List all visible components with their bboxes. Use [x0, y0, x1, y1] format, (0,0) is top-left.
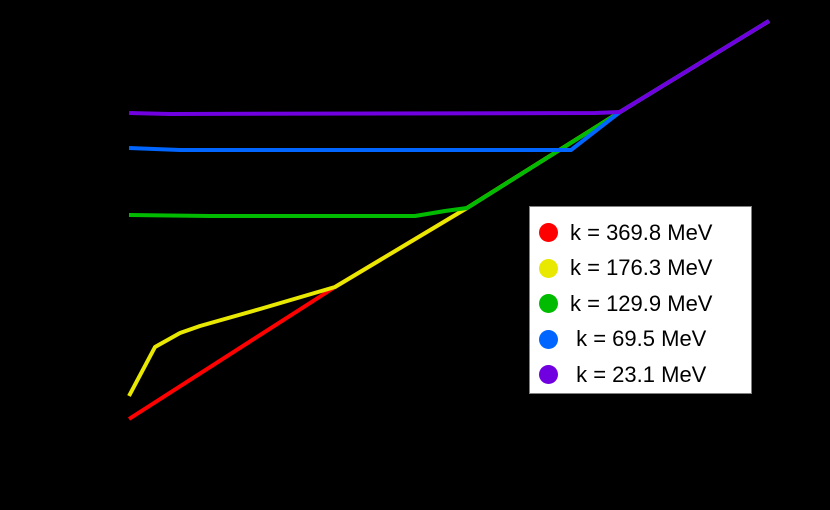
- legend-marker-icon: [539, 329, 558, 349]
- legend-item-k-176-3: k = 176.3 MeV: [539, 251, 751, 287]
- legend-marker-icon: [539, 258, 558, 278]
- series-line-3: [128, 19, 771, 152]
- legend-item-k-23-1: k = 23.1 MeV: [539, 357, 751, 393]
- legend-item-k-369-8: k = 369.8 MeV: [539, 215, 751, 251]
- legend-item-k-69-5: k = 69.5 MeV: [539, 322, 751, 358]
- series-line-2: [128, 19, 771, 218]
- legend-marker-icon: [539, 365, 558, 385]
- legend-item-k-129-9: k = 129.9 MeV: [539, 286, 751, 322]
- series-line-4: [128, 19, 771, 116]
- series-lines: [127, 19, 771, 421]
- legend-label: k = 129.9 MeV: [570, 290, 713, 316]
- legend-label: k = 69.5 MeV: [570, 326, 707, 352]
- legend-marker-icon: [539, 223, 558, 243]
- legend-label: k = 369.8 MeV: [570, 219, 713, 245]
- legend-marker-icon: [539, 294, 558, 314]
- legend-label: k = 23.1 MeV: [570, 361, 707, 387]
- legend-label: k = 176.3 MeV: [570, 255, 713, 281]
- chart-legend: k = 369.8 MeV k = 176.3 MeV k = 129.9 Me…: [527, 204, 754, 396]
